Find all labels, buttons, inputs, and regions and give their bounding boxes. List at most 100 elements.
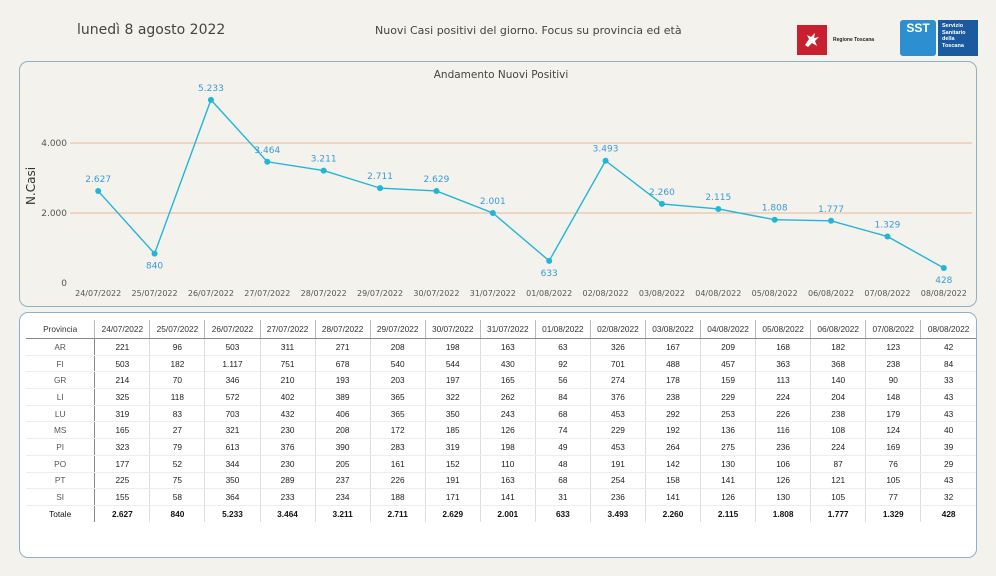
data-point [658, 200, 665, 207]
value-cell: 488 [645, 355, 702, 373]
value-cell: 226 [755, 405, 812, 423]
x-tick-label: 25/07/2022 [132, 289, 178, 298]
value-cell: 319 [94, 405, 151, 423]
data-label: 5.233 [198, 84, 224, 94]
value-cell: 70 [149, 371, 206, 390]
value-cell: 84 [920, 355, 976, 373]
value-cell: 243 [480, 405, 536, 423]
value-cell: 43 [920, 405, 976, 423]
total-cell: 3.464 [260, 504, 316, 522]
value-cell: 572 [204, 388, 261, 406]
total-cell: 2.711 [370, 504, 426, 522]
x-tick-label: 24/07/2022 [75, 289, 121, 298]
data-point [489, 209, 496, 216]
value-cell: 346 [204, 371, 261, 390]
value-cell: 237 [315, 472, 371, 490]
data-point [95, 188, 102, 195]
table-row: LI 325 118 572 402 389 365 322 262 84 376 238 229 224… [26, 388, 976, 406]
chart-title: Andamento Nuovi Positivi [434, 69, 569, 81]
total-cell: 3.211 [315, 504, 371, 522]
value-cell: 236 [755, 438, 812, 456]
value-cell: 323 [94, 438, 151, 456]
value-cell: 274 [590, 371, 646, 390]
value-cell: 148 [865, 388, 922, 406]
value-cell: 208 [370, 338, 426, 356]
value-cell: 159 [700, 371, 757, 390]
value-cell: 390 [315, 438, 371, 456]
value-cell: 49 [535, 438, 591, 456]
value-cell: 182 [810, 338, 867, 356]
value-cell: 105 [810, 488, 867, 506]
value-cell: 350 [425, 405, 481, 423]
provincia-cell: SI [26, 488, 96, 506]
line-chart: Andamento Nuovi Positivi N.Casi 0 2.000 4.… [24, 69, 972, 298]
x-tick-label: 02/08/2022 [583, 289, 629, 298]
value-cell: 121 [810, 472, 867, 490]
value-cell: 365 [370, 405, 426, 423]
value-cell: 142 [645, 455, 702, 473]
value-cell: 68 [535, 472, 591, 490]
value-cell: 191 [590, 455, 646, 473]
value-cell: 224 [755, 388, 812, 406]
sst-mark: SST [900, 20, 936, 56]
table-header-row: Provincia 24/07/2022 25/07/2022 26/07/2022… [26, 320, 976, 339]
column-header-date: 08/08/2022 [920, 320, 976, 339]
x-tick-label: 31/07/2022 [470, 289, 516, 298]
value-cell: 311 [260, 338, 316, 356]
column-header-date: 26/07/2022 [204, 320, 261, 339]
value-cell: 432 [260, 405, 316, 423]
value-cell: 188 [370, 488, 426, 506]
value-cell: 192 [645, 421, 702, 440]
table-row: GR 214 70 346 210 193 203 197 165 56 274 178 159 113 1… [26, 371, 976, 390]
provincia-cell: PO [26, 455, 96, 473]
value-cell: 141 [645, 488, 702, 506]
column-header-date: 05/08/2022 [755, 320, 812, 339]
value-cell: 29 [920, 455, 976, 473]
value-cell: 158 [645, 472, 702, 490]
x-tick-label: 30/07/2022 [413, 289, 459, 298]
value-cell: 229 [590, 421, 646, 440]
value-cell: 319 [425, 438, 481, 456]
sst-text-line: Toscana [942, 42, 964, 49]
y-tick-label: 0 [61, 279, 67, 289]
value-cell: 77 [865, 488, 922, 506]
value-cell: 110 [480, 455, 536, 473]
value-cell: 322 [425, 388, 481, 406]
data-point [602, 157, 609, 164]
value-cell: 544 [425, 355, 481, 373]
value-cell: 209 [700, 338, 757, 356]
value-cell: 344 [204, 455, 261, 473]
data-point [151, 250, 158, 257]
column-header-date: 24/07/2022 [94, 320, 151, 339]
value-cell: 389 [315, 388, 371, 406]
x-tick-label: 29/07/2022 [357, 289, 403, 298]
value-cell: 701 [590, 355, 646, 373]
value-cell: 126 [700, 488, 757, 506]
data-label: 1.808 [762, 204, 788, 214]
value-cell: 205 [315, 455, 371, 473]
data-point [884, 233, 891, 240]
value-cell: 108 [810, 421, 867, 440]
value-cell: 130 [755, 488, 812, 506]
total-cell: 2.115 [700, 504, 757, 522]
provincia-cell: AR [26, 338, 96, 356]
total-cell: 3.493 [590, 504, 646, 522]
data-point [828, 217, 835, 224]
value-cell: 321 [204, 421, 261, 440]
value-cell: 253 [700, 405, 757, 423]
column-header-date: 25/07/2022 [149, 320, 206, 339]
data-label: 428 [935, 276, 952, 286]
value-cell: 163 [480, 338, 536, 356]
x-tick-label: 26/07/2022 [188, 289, 234, 298]
regione-toscana-logo: Regione Toscana [797, 25, 874, 55]
value-cell: 453 [590, 405, 646, 423]
value-cell: 75 [149, 472, 206, 490]
data-point [771, 216, 778, 223]
value-cell: 39 [920, 438, 976, 456]
value-cell: 208 [315, 421, 371, 440]
value-cell: 141 [480, 488, 536, 506]
value-cell: 193 [315, 371, 371, 390]
value-cell: 540 [370, 355, 426, 373]
data-label: 1.329 [875, 220, 901, 230]
value-cell: 63 [535, 338, 591, 356]
